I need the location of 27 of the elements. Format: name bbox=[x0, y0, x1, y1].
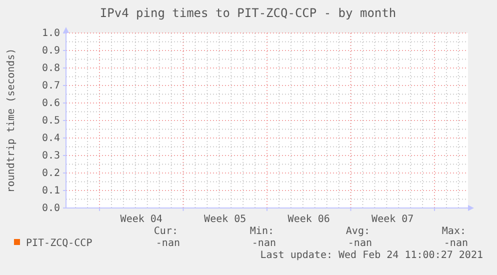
text: Avg: bbox=[346, 226, 370, 237]
y-tick-label: 0.2 bbox=[42, 168, 60, 180]
text: -nan bbox=[252, 238, 276, 249]
text: -nan bbox=[444, 238, 468, 249]
y-tick-label: 0.9 bbox=[42, 46, 60, 57]
x-tick-label: Week 07 bbox=[372, 214, 414, 225]
text: -nan bbox=[156, 238, 180, 249]
y-tick-label: 0.8 bbox=[42, 63, 60, 74]
y-tick-label: 0.7 bbox=[42, 80, 60, 92]
x-tick-label: Week 04 bbox=[120, 214, 162, 225]
text: Min: bbox=[250, 226, 274, 237]
y-tick-label: 0.1 bbox=[42, 186, 60, 197]
y-tick-label: 0.0 bbox=[42, 203, 60, 214]
y-tick-label: 1.0 bbox=[42, 28, 60, 40]
chart-title: IPv4 ping times to PIT-ZCQ-CCP - by month bbox=[100, 6, 396, 20]
legend-label: PIT-ZCQ-CCP bbox=[26, 238, 92, 249]
text: Last update: Wed Feb 24 11:00:27 2021 bbox=[260, 250, 483, 261]
text: Max: bbox=[442, 226, 466, 237]
y-tick-label: 0.3 bbox=[42, 150, 60, 162]
y-axis-title: roundtrip time (seconds) bbox=[6, 48, 17, 193]
x-tick-label: Week 05 bbox=[204, 214, 246, 225]
text: Cur: bbox=[154, 226, 178, 237]
y-tick-label: 0.5 bbox=[42, 116, 60, 127]
y-tick-label: 0.4 bbox=[42, 133, 60, 144]
y-tick-label: 0.6 bbox=[42, 98, 60, 110]
text: -nan bbox=[348, 238, 372, 249]
x-tick-label: Week 06 bbox=[288, 214, 330, 225]
